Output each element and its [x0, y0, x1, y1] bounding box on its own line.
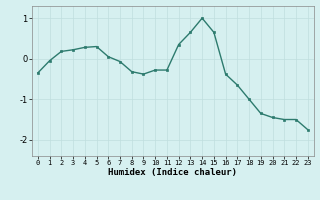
X-axis label: Humidex (Indice chaleur): Humidex (Indice chaleur): [108, 168, 237, 177]
